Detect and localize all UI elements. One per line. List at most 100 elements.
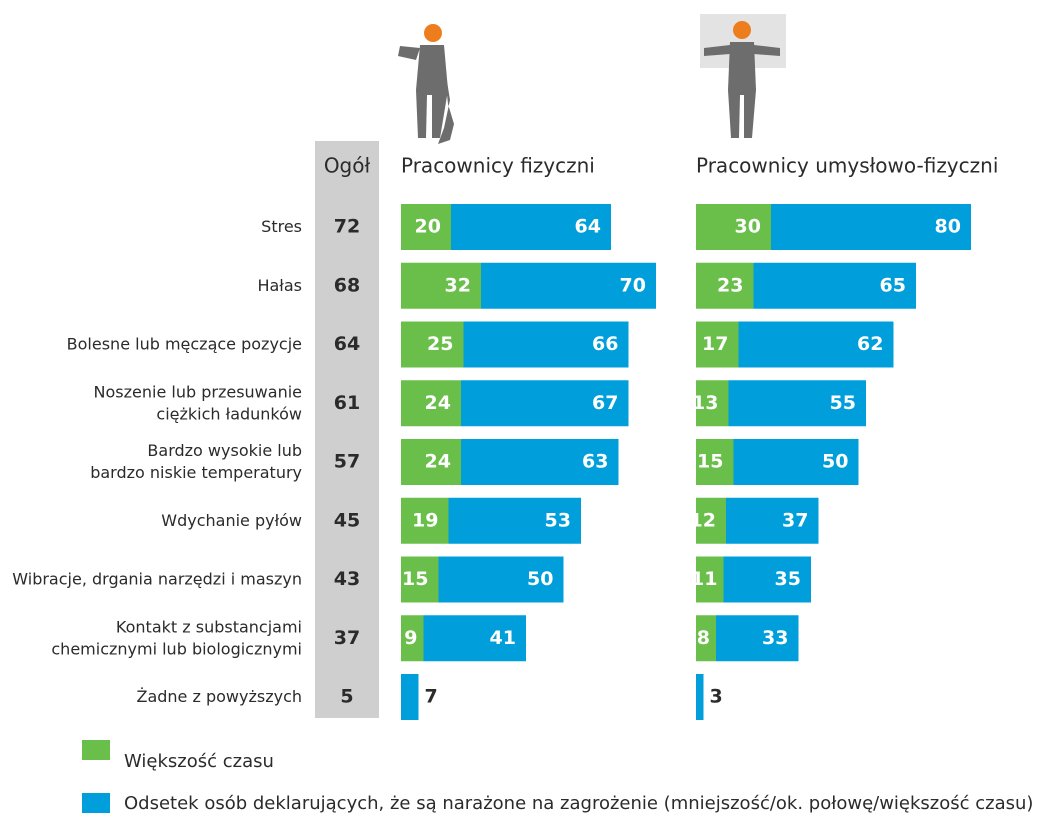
overall-value: 5 [340,686,353,708]
value-label: 23 [717,274,743,296]
bar-segment [696,439,734,485]
category-line: Żadne z powyższych [136,687,302,706]
bar-segment [401,380,461,427]
bar-segment [733,439,859,485]
category-line: Noszenie lub przesuwanie [94,382,302,401]
bar-segment [723,556,811,603]
value-label: 17 [702,333,728,355]
bar-segment [401,556,439,603]
value-label: 37 [782,509,808,531]
category-line: ciężkich ładunków [156,404,302,423]
value-label: 67 [592,392,618,414]
value-label: 35 [775,568,801,590]
value-label: 9 [404,627,417,649]
value-label: 3 [710,686,723,708]
category-label: Bardzo wysokie lub bardzo niskie temperat… [90,441,302,482]
bar-segment [451,204,611,250]
category-line: Hałas [257,275,302,294]
bar-segment [401,615,424,662]
bar-segment [461,380,629,427]
bar-segment [696,674,704,720]
category-line: chemicznymi lub biologicznymi [51,639,302,658]
value-label: 80 [935,216,961,238]
bar-segment [448,497,581,544]
value-label: 62 [857,333,883,355]
category-label: Stres [261,217,302,236]
category-label: Hałas [257,275,302,294]
category-label: Kontakt z substancjami chemicznymi lub bi… [51,617,302,658]
legend-swatch [82,793,110,813]
overall-value: 72 [334,216,360,238]
value-label: 24 [425,392,451,414]
bar-segment [463,321,629,368]
overall-value: 61 [334,392,360,414]
bar-segment [401,321,464,368]
panel-title: Pracownicy fizyczni [401,154,595,178]
legend-label: Odsetek osób deklarujących, że są narażo… [124,793,1033,814]
value-label: 50 [527,568,553,590]
value-label: 11 [691,568,717,590]
worker-icon [398,24,454,144]
bar-segment [461,439,619,485]
value-label: 41 [490,627,516,649]
value-label: 12 [690,509,716,531]
value-label: 8 [697,627,710,649]
value-label: 25 [427,333,453,355]
bar-segment [696,556,724,603]
legend-swatch [82,740,110,760]
legend-label: Większość czasu [124,751,274,772]
category-line: bardzo niskie temperatury [90,463,302,482]
value-label: 7 [425,686,438,708]
value-label: 66 [592,333,618,355]
panel-title: Pracownicy umysłowo-fizyczni [696,154,998,178]
category-line: Wibracje, drgania narzędzi i maszyn [12,569,302,588]
value-label: 15 [402,568,428,590]
category-line: Wdychanie pyłów [161,510,302,529]
overall-value: 64 [334,333,360,355]
category-line: Bardzo wysokie lub [147,441,302,460]
overall-value: 37 [334,627,360,649]
category-line: Stres [261,217,302,236]
overall-value: 57 [334,451,360,473]
bar-segment [696,497,726,544]
category-line: Bolesne lub męczące pozycje [67,334,302,353]
bar-segment [696,321,739,368]
overall-column [315,141,379,718]
value-label: 55 [830,392,856,414]
bar-segment [401,262,481,309]
bar-segment [726,497,819,544]
value-label: 24 [425,451,451,473]
category-label: Wdychanie pyłów [161,510,302,529]
category-label: Bolesne lub męczące pozycje [67,334,302,353]
value-label: 53 [545,509,571,531]
value-label: 15 [697,451,723,473]
bar-segment [401,497,449,544]
overall-value: 43 [334,568,360,590]
overall-title: Ogół [324,154,371,178]
value-label: 13 [692,392,718,414]
bar-segment [696,262,754,309]
category-label: Wibracje, drgania narzędzi i maszyn [12,569,302,588]
value-label: 64 [575,216,601,238]
value-label: 30 [735,216,761,238]
value-label: 20 [415,216,441,238]
value-label: 19 [412,509,438,531]
value-label: 63 [582,451,608,473]
bar-segment [401,204,451,250]
bar-segment [753,262,916,309]
bar-segment [401,674,419,720]
overall-value: 45 [334,509,360,531]
bar-segment [438,556,564,603]
value-label: 70 [620,274,646,296]
category-label: Noszenie lub przesuwanie ciężkich ładunkó… [94,382,302,423]
bar-segment [423,615,526,662]
bar-segment [696,380,729,427]
bar-segment [401,439,461,485]
value-label: 33 [762,627,788,649]
bar-segment [771,204,971,250]
worker-icon [700,14,786,138]
bar-segment [728,380,866,427]
overall-value: 68 [334,274,360,296]
category-line: Kontakt z substancjami [116,617,302,636]
